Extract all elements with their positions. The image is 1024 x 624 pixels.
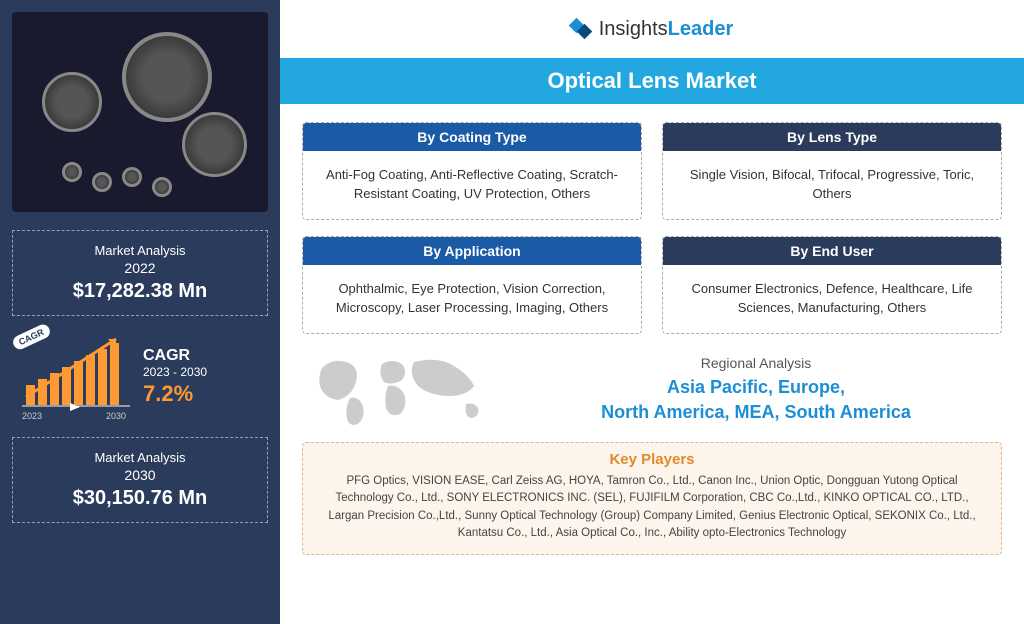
market-2030-year: 2030 <box>21 467 259 483</box>
regional-section: Regional Analysis Asia Pacific, Europe,N… <box>280 346 1024 442</box>
segment-body: Consumer Electronics, Defence, Healthcar… <box>663 265 1001 333</box>
segment-title: By End User <box>663 237 1001 265</box>
segments-grid: By Coating TypeAnti-Fog Coating, Anti-Re… <box>280 104 1024 346</box>
cagr-box: CAGR 2023 2030 CAGR 2023 - 2030 7.2% <box>12 334 268 419</box>
segment-body: Ophthalmic, Eye Protection, Vision Corre… <box>303 265 641 333</box>
segment-box-2: By ApplicationOphthalmic, Eye Protection… <box>302 236 642 334</box>
cagr-axis-end: 2030 <box>106 411 126 421</box>
market-2022-year: 2022 <box>21 260 259 276</box>
cagr-title: CAGR <box>143 347 207 365</box>
segment-body: Anti-Fog Coating, Anti-Reflective Coatin… <box>303 151 641 219</box>
market-2022-box: Market Analysis 2022 $17,282.38 Mn <box>12 230 268 316</box>
page-title: Optical Lens Market <box>280 58 1024 104</box>
market-2030-value: $30,150.76 Mn <box>21 487 259 510</box>
product-image <box>12 12 268 212</box>
market-2030-label: Market Analysis <box>21 450 259 465</box>
cagr-period: 2023 - 2030 <box>143 365 207 379</box>
key-players-box: Key Players PFG Optics, VISION EASE, Car… <box>302 442 1002 555</box>
brand: InsightsLeader <box>280 0 1024 58</box>
market-2030-box: Market Analysis 2030 $30,150.76 Mn <box>12 437 268 523</box>
cagr-text: CAGR 2023 - 2030 7.2% <box>143 347 207 407</box>
world-map-icon <box>304 350 494 430</box>
regional-label: Regional Analysis <box>512 355 1000 371</box>
key-players-title: Key Players <box>319 451 985 468</box>
market-2022-value: $17,282.38 Mn <box>21 280 259 303</box>
segment-box-3: By End UserConsumer Electronics, Defence… <box>662 236 1002 334</box>
segment-title: By Application <box>303 237 641 265</box>
key-players-body: PFG Optics, VISION EASE, Carl Zeiss AG, … <box>319 473 985 542</box>
segment-title: By Coating Type <box>303 123 641 151</box>
brand-text: InsightsLeader <box>599 18 734 41</box>
sidebar: Market Analysis 2022 $17,282.38 Mn CAGR … <box>0 0 280 624</box>
segment-box-1: By Lens TypeSingle Vision, Bifocal, Trif… <box>662 122 1002 220</box>
segment-body: Single Vision, Bifocal, Trifocal, Progre… <box>663 151 1001 219</box>
market-2022-label: Market Analysis <box>21 243 259 258</box>
segment-title: By Lens Type <box>663 123 1001 151</box>
cagr-pct: 7.2% <box>143 381 207 407</box>
main: InsightsLeader Optical Lens Market By Co… <box>280 0 1024 624</box>
brand-logo-icon <box>571 18 593 40</box>
regional-text: Asia Pacific, Europe,North America, MEA,… <box>512 375 1000 425</box>
segment-box-0: By Coating TypeAnti-Fog Coating, Anti-Re… <box>302 122 642 220</box>
cagr-chart: CAGR 2023 2030 <box>18 334 133 419</box>
cagr-axis-start: 2023 <box>22 411 42 421</box>
